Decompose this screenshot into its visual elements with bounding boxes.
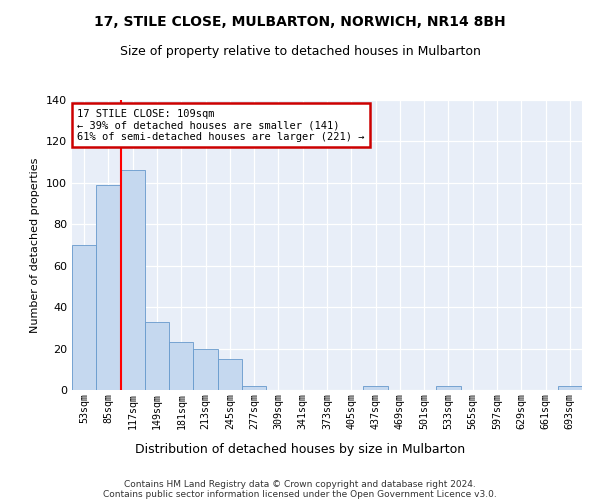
Bar [72,245,96,390]
Text: Distribution of detached houses by size in Mulbarton: Distribution of detached houses by size … [135,442,465,456]
Bar [242,386,266,390]
Bar [218,359,242,390]
Bar [193,348,218,390]
Text: Size of property relative to detached houses in Mulbarton: Size of property relative to detached ho… [119,45,481,58]
Bar [145,322,169,390]
Bar [121,170,145,390]
Bar [364,386,388,390]
Y-axis label: Number of detached properties: Number of detached properties [31,158,40,332]
Bar [169,342,193,390]
Text: Contains HM Land Registry data © Crown copyright and database right 2024.
Contai: Contains HM Land Registry data © Crown c… [103,480,497,500]
Bar [436,386,461,390]
Text: 17 STILE CLOSE: 109sqm
← 39% of detached houses are smaller (141)
61% of semi-de: 17 STILE CLOSE: 109sqm ← 39% of detached… [77,108,365,142]
Text: 17, STILE CLOSE, MULBARTON, NORWICH, NR14 8BH: 17, STILE CLOSE, MULBARTON, NORWICH, NR1… [94,15,506,29]
Bar [96,185,121,390]
Bar [558,386,582,390]
